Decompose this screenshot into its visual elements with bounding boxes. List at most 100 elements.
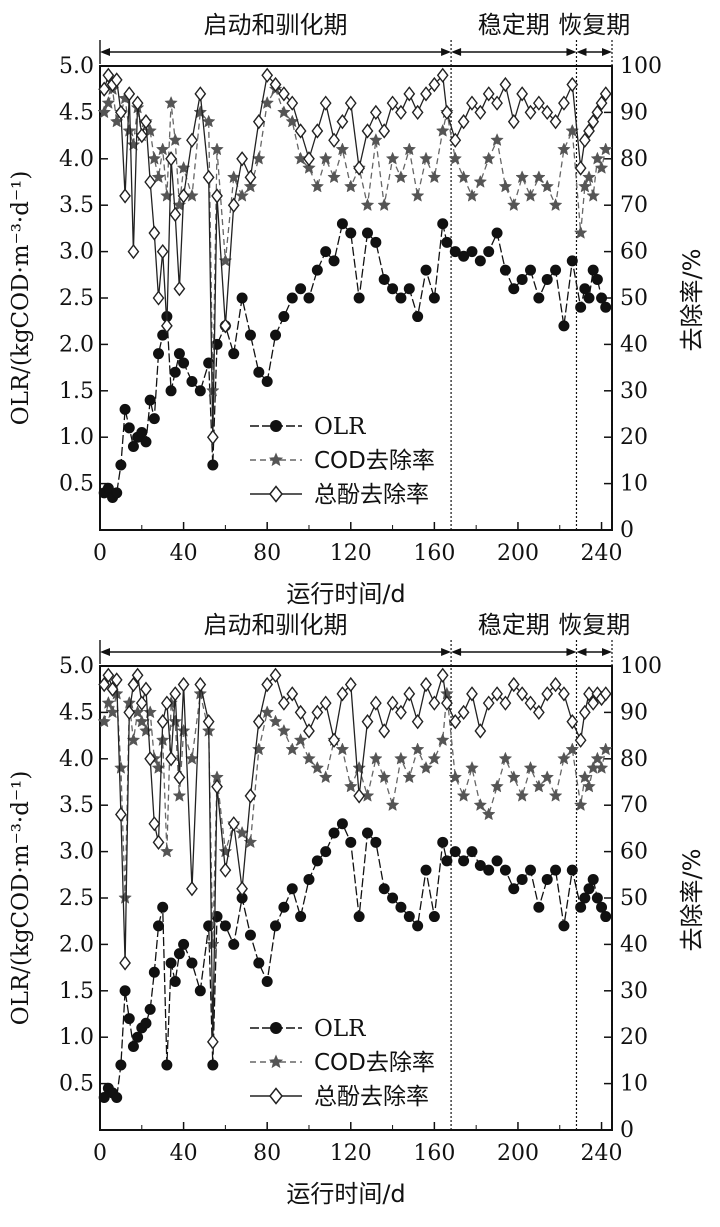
y-right-tick-label: 90 bbox=[620, 100, 648, 125]
cod-point bbox=[515, 170, 529, 184]
olr-point bbox=[136, 427, 148, 439]
phenol-point bbox=[131, 667, 144, 683]
olr-point bbox=[466, 846, 478, 858]
phenol-point bbox=[127, 243, 140, 260]
olr-point bbox=[558, 920, 570, 932]
cod-point bbox=[506, 770, 521, 784]
cod-point bbox=[573, 798, 588, 812]
phenol-point bbox=[156, 714, 169, 730]
x-tick-label: 120 bbox=[330, 1141, 372, 1166]
cod-point bbox=[573, 225, 588, 239]
olr-point bbox=[491, 227, 503, 239]
phenol-point bbox=[386, 695, 399, 711]
olr-point bbox=[119, 985, 131, 997]
x-tick-label: 200 bbox=[497, 1141, 539, 1166]
y-left-tick-label: 3.0 bbox=[59, 840, 94, 865]
olr-point bbox=[412, 920, 424, 932]
cod-point bbox=[557, 142, 571, 156]
y-left-tick-label: 3.0 bbox=[59, 240, 94, 265]
cod-point bbox=[582, 170, 596, 184]
x-tick-label: 0 bbox=[93, 1141, 107, 1166]
cod-point bbox=[168, 714, 183, 728]
olr-point bbox=[207, 1059, 219, 1071]
olr-point bbox=[303, 292, 315, 304]
y-right-tick-label: 0 bbox=[620, 518, 634, 543]
legend-label: OLR bbox=[314, 1016, 366, 1042]
olr-point bbox=[524, 864, 536, 876]
phenol-point bbox=[336, 686, 349, 702]
series-phenol-removal bbox=[98, 667, 612, 1050]
phenol-point bbox=[194, 86, 207, 102]
phenol-point bbox=[420, 676, 432, 693]
phenol-point bbox=[244, 169, 257, 186]
phenol-point bbox=[436, 667, 449, 683]
olr-point bbox=[583, 292, 595, 304]
phenol-point bbox=[558, 95, 570, 111]
phenol-point bbox=[194, 676, 207, 693]
y-right-tick-label: 20 bbox=[620, 1025, 648, 1050]
series-cod-removal bbox=[97, 686, 613, 951]
phenol-point bbox=[336, 114, 349, 130]
cod-point bbox=[594, 760, 609, 774]
olr-point bbox=[165, 385, 177, 397]
cod-point bbox=[318, 770, 333, 784]
y-left-tick-label: 4.0 bbox=[59, 747, 94, 772]
cod-point bbox=[582, 779, 596, 793]
y-left-tick-label: 4.5 bbox=[59, 100, 94, 125]
phenol-point bbox=[303, 151, 315, 167]
phenol-point bbox=[135, 127, 148, 144]
phase-arrow-head-right bbox=[602, 648, 612, 656]
phase-label: 启动和驯化期 bbox=[204, 11, 348, 39]
olr-point bbox=[207, 459, 219, 471]
phase-arrow-head-right bbox=[566, 648, 577, 656]
phenol-point bbox=[173, 769, 186, 786]
olr-point bbox=[178, 357, 190, 369]
y-right-tick-label: 60 bbox=[620, 840, 648, 865]
cod-point bbox=[540, 179, 555, 193]
phenol-point bbox=[524, 104, 537, 121]
phenol-point bbox=[123, 704, 136, 721]
olr-point bbox=[395, 901, 407, 913]
y-left-tick-label: 1.5 bbox=[59, 379, 94, 404]
cod-point bbox=[435, 123, 450, 137]
olr-point bbox=[474, 860, 486, 872]
cod-point bbox=[302, 751, 316, 765]
phenol-point bbox=[378, 723, 391, 739]
y-right-tick-label: 100 bbox=[620, 54, 662, 79]
cod-point bbox=[310, 760, 325, 774]
olr-point bbox=[140, 1017, 152, 1029]
series-line bbox=[103, 822, 607, 1099]
phenol-point bbox=[595, 95, 608, 111]
cod-point bbox=[101, 695, 116, 709]
x-tick-label: 160 bbox=[413, 1141, 455, 1166]
cod-point bbox=[481, 807, 496, 821]
cod-point bbox=[590, 151, 605, 165]
olr-point bbox=[236, 292, 248, 304]
cod-point bbox=[515, 788, 529, 802]
y-right-tick-label: 30 bbox=[620, 379, 648, 404]
cod-point bbox=[578, 179, 592, 193]
y-left-tick-label: 1.0 bbox=[59, 425, 94, 450]
olr-point bbox=[153, 348, 165, 360]
phenol-point bbox=[482, 695, 495, 711]
cod-point bbox=[377, 770, 392, 784]
cod-point bbox=[143, 705, 157, 719]
phenol-point bbox=[549, 676, 562, 693]
legend-label: COD去除率 bbox=[314, 1050, 435, 1076]
legend-olr-marker bbox=[270, 420, 282, 432]
phenol-point bbox=[449, 714, 462, 730]
olr-point bbox=[336, 818, 348, 830]
olr-point bbox=[270, 920, 282, 932]
x-tick-label: 160 bbox=[413, 541, 455, 566]
phenol-point bbox=[286, 686, 299, 702]
phenol-point bbox=[566, 714, 579, 730]
phenol-point bbox=[165, 151, 177, 167]
y-right-tick-label: 50 bbox=[620, 886, 648, 911]
phenol-point bbox=[177, 676, 190, 693]
olr-point bbox=[378, 273, 390, 285]
legend-label: OLR bbox=[314, 414, 366, 440]
phenol-point bbox=[278, 695, 290, 711]
